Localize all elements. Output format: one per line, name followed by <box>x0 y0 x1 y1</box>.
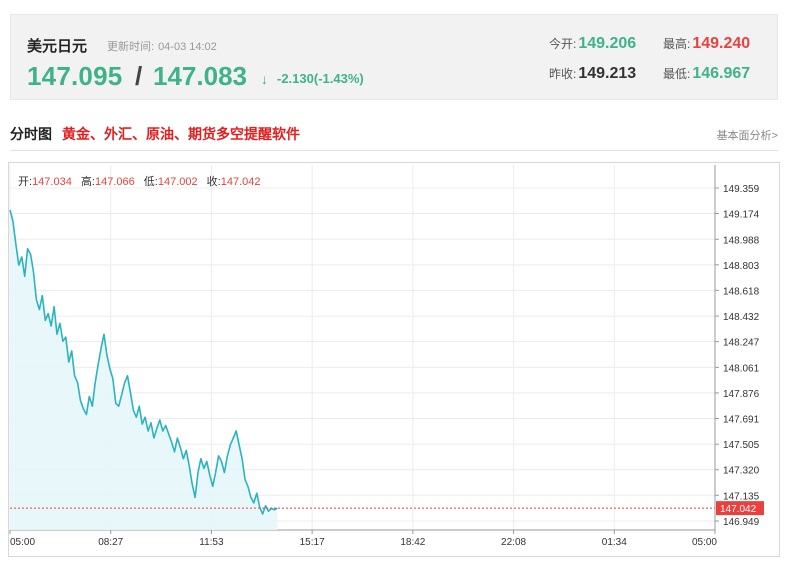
y-tick-label: 148.988 <box>723 235 760 246</box>
current-price-label: 147.042 <box>720 504 757 515</box>
fundamental-analysis-link[interactable]: 基本面分析> <box>716 130 778 142</box>
y-tick-label: 147.876 <box>723 389 760 400</box>
ohlc-close-value: 147.042 <box>220 176 261 188</box>
x-tick-label: 11:53 <box>199 537 224 548</box>
low-value: 146.967 <box>692 65 751 82</box>
ask-price: 147.083 <box>153 61 247 91</box>
promo-link[interactable]: 黄金、外汇、原油、期货多空提醒软件 <box>62 126 300 142</box>
y-tick-label: 147.135 <box>723 491 760 502</box>
x-tick-label: 15:17 <box>300 537 325 548</box>
open-stat: 今开: 149.206 <box>549 35 636 53</box>
y-tick-label: 149.174 <box>723 210 760 221</box>
quote-panel: 美元日元 更新时间: 04-03 14:02 147.095 / 147.083 … <box>10 14 778 100</box>
ohlc-close-label: 收: <box>206 176 221 188</box>
y-tick-label: 147.320 <box>723 466 760 477</box>
ohlc-readout: 开:147.034 高:147.066 低:147.002 收:147.042 <box>18 173 267 189</box>
x-tick-label: 22:08 <box>501 537 526 548</box>
y-tick-label: 147.505 <box>723 440 760 451</box>
high-value: 149.240 <box>692 35 751 52</box>
prev-close-value: 149.213 <box>578 65 637 82</box>
high-stat: 最高: 149.240 <box>663 35 750 53</box>
prev-close-label: 昨收: <box>549 67 577 81</box>
bid-price: 147.095 <box>27 61 123 91</box>
y-tick-label: 148.432 <box>723 312 760 323</box>
y-tick-label: 149.359 <box>723 184 760 195</box>
ohlc-low-label: 低: <box>143 176 158 188</box>
x-tick-label: 08:27 <box>98 537 123 548</box>
x-tick-label: 05:00 <box>692 537 717 548</box>
price-separator: / <box>135 61 143 91</box>
price-area <box>10 210 278 530</box>
ohlc-high-value: 147.066 <box>94 176 135 188</box>
y-tick-label: 148.061 <box>723 363 760 374</box>
price-line <box>9 209 278 515</box>
open-value: 149.206 <box>578 35 637 52</box>
ohlc-open-value: 147.034 <box>32 176 72 188</box>
section-title: 分时图 <box>10 126 52 142</box>
y-tick-label: 146.949 <box>723 517 760 528</box>
ohlc-open-label: 开: <box>18 176 33 188</box>
y-tick-label: 148.247 <box>723 338 760 349</box>
x-tick-label: 18:42 <box>400 537 425 548</box>
x-tick-label: 05:00 <box>10 537 35 548</box>
update-time: 更新时间: 04-03 14:02 <box>107 38 221 54</box>
y-tick-label: 147.691 <box>723 414 760 425</box>
ohlc-low-value: 147.002 <box>157 176 198 188</box>
update-time-value: 04-03 14:02 <box>158 41 217 53</box>
symbol-name: 美元日元 <box>27 38 88 55</box>
price-change: -2.130(-1.43%) <box>277 71 364 86</box>
down-arrow-icon: ↓ <box>261 71 268 87</box>
low-stat: 最低: 146.967 <box>663 65 750 83</box>
x-tick-label: 01:34 <box>602 537 627 548</box>
section-divider <box>10 150 778 151</box>
prev-close-stat: 昨收: 149.213 <box>549 65 636 83</box>
y-tick-label: 148.618 <box>723 286 760 297</box>
high-label: 最高: <box>663 37 691 51</box>
ohlc-high-label: 高: <box>80 176 95 188</box>
y-tick-label: 148.803 <box>723 261 760 272</box>
open-label: 今开: <box>549 37 577 51</box>
current-price-tag <box>716 501 764 516</box>
low-label: 最低: <box>663 67 691 81</box>
update-time-label: 更新时间: <box>107 41 155 53</box>
